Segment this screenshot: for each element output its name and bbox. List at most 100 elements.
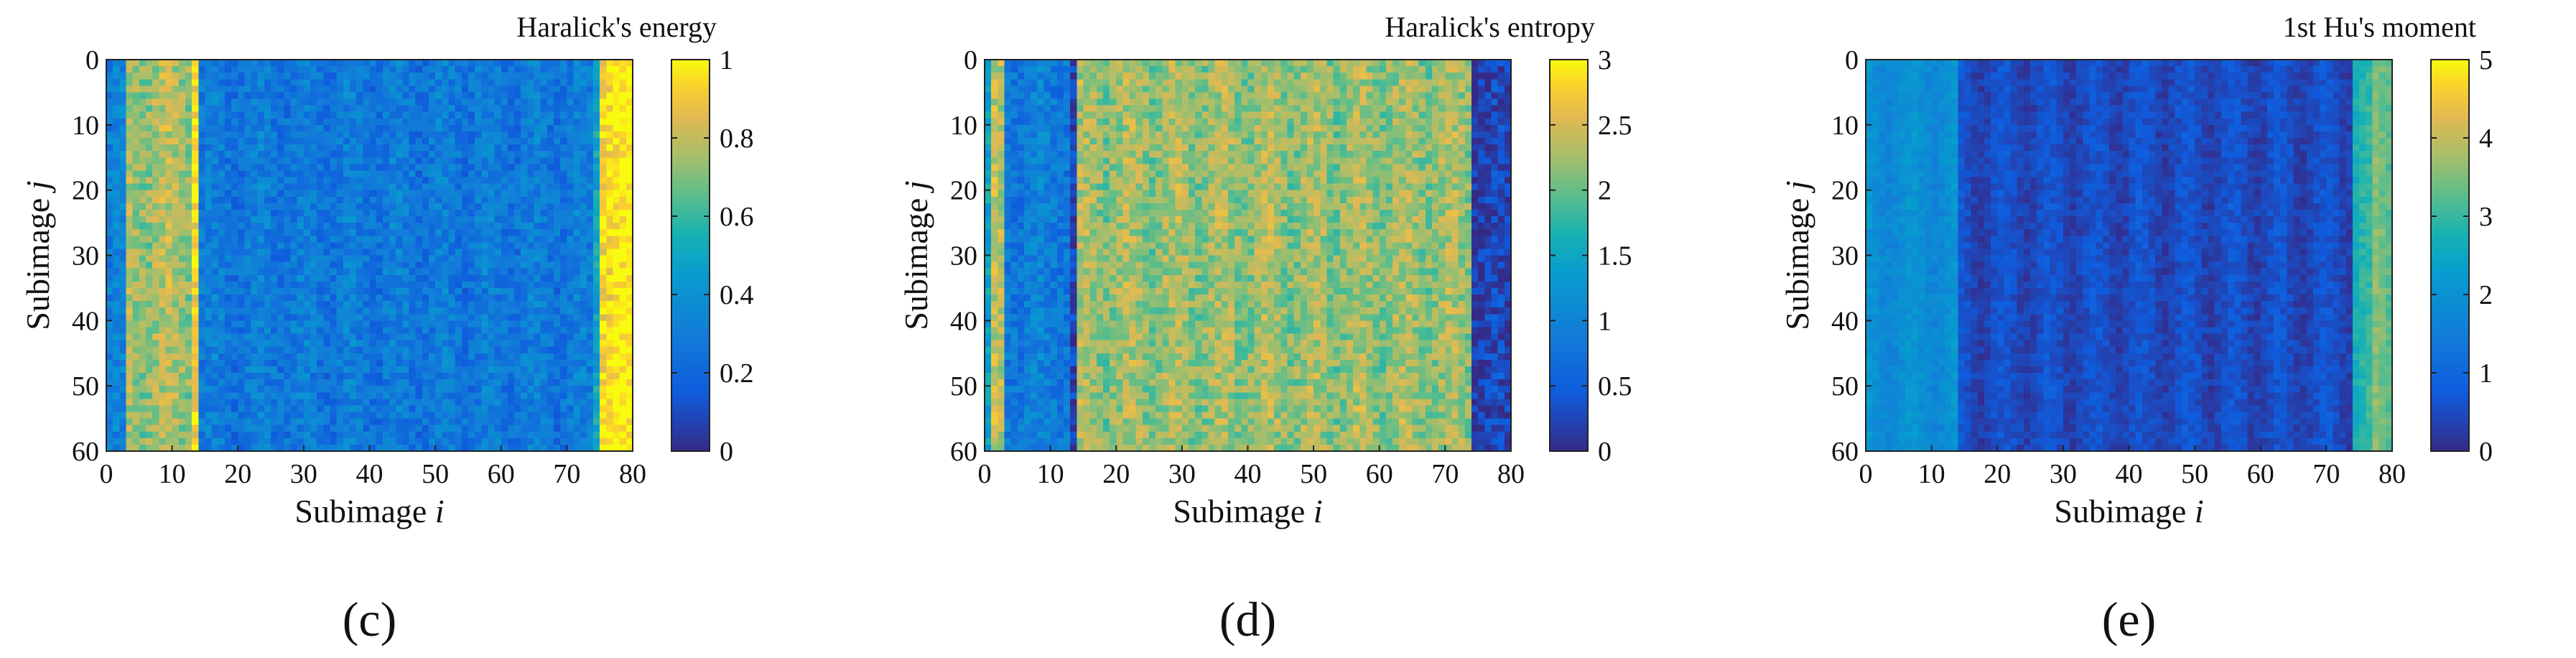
heatmap-cell (985, 236, 992, 243)
heatmap-cell (251, 111, 259, 119)
heatmap-cell (396, 229, 403, 236)
heatmap-cell (323, 124, 331, 132)
heatmap-cell (178, 379, 186, 386)
heatmap-cell (106, 287, 113, 295)
heatmap-cell (172, 307, 180, 315)
heatmap-cell (369, 412, 377, 420)
heatmap-cell (126, 98, 134, 106)
heatmap-cell (198, 307, 206, 315)
heatmap-cell (619, 255, 627, 263)
heatmap-cell (297, 151, 304, 158)
heatmap-cell (991, 249, 998, 256)
heatmap-cell (396, 203, 403, 210)
heatmap-cell (165, 437, 173, 445)
heatmap-cell (126, 307, 134, 315)
heatmap-cell (205, 405, 213, 413)
heatmap-cell (152, 392, 159, 399)
heatmap-cell (560, 359, 567, 367)
heatmap-cell (376, 164, 383, 172)
heatmap-cell (185, 418, 192, 426)
heatmap-cell (119, 170, 127, 178)
heatmap-cell (350, 301, 357, 308)
heatmap-cell (251, 307, 259, 315)
heatmap-cell (448, 373, 456, 380)
heatmap-cell (501, 92, 508, 100)
heatmap-cell (192, 327, 199, 335)
heatmap-cell (165, 314, 173, 321)
heatmap-cell (185, 111, 192, 119)
heatmap-cell (126, 183, 134, 191)
heatmap-cell (580, 209, 587, 217)
y-tick-label: 40 (72, 306, 99, 336)
heatmap-cell (119, 405, 127, 413)
heatmap-cell (415, 255, 423, 263)
heatmap-cell (192, 255, 199, 263)
heatmap-cell (435, 229, 442, 236)
heatmap-cell (626, 431, 633, 439)
heatmap-cell (488, 295, 496, 302)
heatmap-cell (435, 209, 442, 217)
heatmap-cell (152, 190, 159, 198)
heatmap-cell (218, 183, 225, 191)
heatmap-cell (251, 314, 259, 321)
heatmap-cell (303, 359, 311, 367)
heatmap-cell (600, 79, 607, 86)
heatmap-cell (310, 236, 317, 243)
heatmap-cell (573, 392, 581, 399)
heatmap-cell (448, 320, 456, 328)
heatmap-cell (152, 268, 159, 276)
heatmap-cell (106, 177, 113, 185)
heatmap-cell (540, 236, 548, 243)
heatmap-cell (606, 151, 614, 158)
heatmap-cell (369, 333, 377, 341)
heatmap-cell (415, 274, 423, 282)
heatmap-cell (567, 268, 575, 276)
heatmap-cell (159, 196, 167, 204)
heatmap-cell (211, 151, 219, 158)
heatmap-cell (119, 431, 127, 439)
heatmap-cell (363, 314, 371, 321)
heatmap-cell (172, 444, 180, 452)
heatmap-cell (271, 444, 278, 452)
heatmap-cell (376, 229, 383, 236)
heatmap-cell (303, 229, 311, 236)
heatmap-cell (330, 209, 338, 217)
heatmap-cell (428, 431, 436, 439)
heatmap-cell (119, 444, 127, 452)
heatmap-cell (396, 92, 403, 100)
heatmap-cell (224, 314, 232, 321)
heatmap-cell (317, 170, 324, 178)
heatmap-cell (343, 157, 350, 164)
heatmap-cell (126, 177, 134, 185)
heatmap-cell (475, 386, 482, 393)
heatmap-cell (409, 418, 417, 426)
heatmap-cell (613, 399, 620, 407)
heatmap-cell (442, 92, 450, 100)
heatmap-cell (435, 138, 442, 145)
heatmap-cell (165, 287, 173, 295)
heatmap-cell (198, 203, 206, 210)
heatmap-cell (435, 327, 442, 335)
heatmap-cell (238, 223, 246, 230)
heatmap-cell (600, 340, 607, 348)
heatmap-cell (468, 444, 475, 452)
heatmap-cell (126, 124, 134, 132)
heatmap-cell (527, 281, 535, 289)
heatmap-cell (586, 301, 594, 308)
heatmap-cell (435, 60, 442, 67)
heatmap-cell (119, 392, 127, 399)
heatmap-cell (323, 295, 331, 302)
heatmap-cell (264, 236, 271, 243)
heatmap-cell (613, 366, 620, 374)
heatmap-cell (488, 261, 496, 269)
heatmap-cell (600, 66, 607, 73)
heatmap-cell (396, 281, 403, 289)
heatmap-cell (198, 229, 206, 236)
heatmap-cell (461, 412, 469, 420)
heatmap-cell (468, 105, 475, 113)
heatmap-cell (442, 281, 450, 289)
heatmap-cell (593, 216, 600, 223)
heatmap-cell (573, 118, 581, 126)
heatmap-cell (317, 314, 324, 321)
heatmap-cell (218, 320, 225, 328)
